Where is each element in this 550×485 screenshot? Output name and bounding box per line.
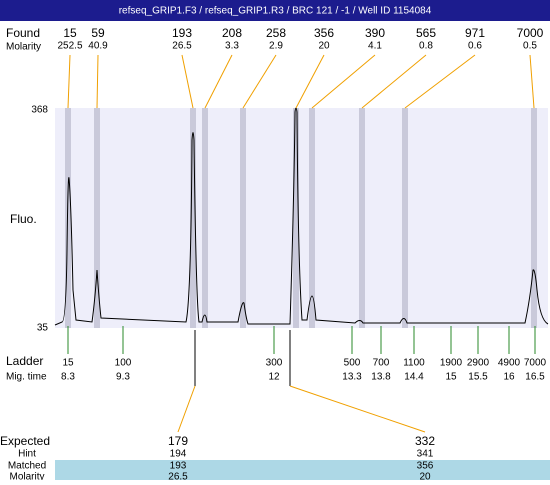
ladder-time: 15	[445, 372, 457, 383]
found-size: 258	[266, 26, 286, 40]
found-molarity: 0.6	[468, 41, 482, 52]
ladder-size: 1900	[440, 358, 463, 369]
mig-time-label: Mig. time	[6, 372, 47, 383]
peak-link	[529, 54, 535, 109]
plot-area	[55, 108, 548, 328]
found-molarity: 252.5	[57, 41, 82, 52]
expected-size: 179	[168, 434, 188, 448]
ladder-time: 13.8	[371, 372, 391, 383]
expected-size: 332	[415, 434, 435, 448]
found-molarity: 20	[318, 41, 330, 52]
peak-band	[309, 108, 315, 328]
title: refseq_GRIP1.F3 / refseq_GRIP1.R3 / BRC …	[119, 6, 432, 17]
found-label: Found	[6, 26, 40, 40]
found-size: 565	[416, 26, 436, 40]
peak-link	[295, 54, 325, 109]
hint-size: 194	[170, 449, 187, 460]
molarity-label: Molarity	[9, 472, 44, 480]
found-molarity: 4.1	[368, 41, 382, 52]
ladder-time: 16	[503, 372, 515, 383]
found-molarity: 26.5	[172, 41, 192, 52]
found-molarity: 3.3	[225, 41, 239, 52]
peak-band	[202, 108, 208, 328]
found-molarity: 0.8	[419, 41, 433, 52]
found-molarity: 0.5	[523, 41, 537, 52]
peak-band	[531, 108, 537, 328]
y-bottom-label: 35	[37, 323, 49, 334]
found-size: 193	[172, 26, 192, 40]
peak-link	[181, 54, 194, 109]
peak-link	[67, 54, 71, 109]
ladder-size: 700	[373, 358, 390, 369]
ladder-size: 300	[266, 358, 283, 369]
peak-band	[94, 108, 100, 328]
peak-band	[293, 108, 299, 328]
found-molarity: 2.9	[269, 41, 283, 52]
ladder-size: 15	[62, 358, 74, 369]
found-size: 971	[465, 26, 485, 40]
ladder-size: 7000	[524, 358, 547, 369]
ladder-time: 8.3	[61, 372, 75, 383]
hint-label: Hint	[18, 449, 36, 460]
matched-band	[55, 460, 550, 480]
peak-band	[190, 108, 196, 328]
found-size: 7000	[517, 26, 544, 40]
peak-link	[361, 54, 427, 109]
peak-band	[65, 108, 71, 328]
ladder-time: 12	[268, 372, 280, 383]
ladder-time: 13.3	[342, 372, 362, 383]
found-molarity-label: Molarity	[6, 42, 41, 53]
matched-size: 193	[170, 461, 187, 472]
matched-molarity: 20	[419, 472, 431, 480]
matched-molarity: 26.5	[168, 472, 188, 480]
matched-label: Matched	[8, 461, 46, 472]
trace	[54, 107, 549, 326]
ladder-size: 4900	[498, 358, 521, 369]
ladder-size: 2900	[467, 358, 490, 369]
ladder-size: 100	[115, 358, 132, 369]
ladder-time: 15.5	[468, 372, 488, 383]
expected-label: Expected	[0, 434, 50, 448]
y-axis-label: Fluo.	[10, 212, 37, 226]
peak-link	[242, 54, 277, 109]
peak-band	[359, 108, 365, 328]
ladder-size: 1100	[403, 358, 425, 369]
y-top-label: 368	[31, 105, 48, 116]
ladder-time: 9.3	[116, 372, 130, 383]
ladder-time: 14.4	[404, 372, 424, 383]
peak-link	[204, 54, 233, 109]
peak-band	[240, 108, 246, 328]
peak-band	[402, 108, 408, 328]
peak-link	[404, 54, 476, 109]
title-bar	[0, 0, 550, 21]
found-size: 59	[91, 26, 105, 40]
ladder-label: Ladder	[6, 354, 43, 368]
link-line	[289, 385, 426, 433]
ladder-size: 500	[344, 358, 361, 369]
link-line	[177, 385, 196, 433]
found-molarity: 40.9	[88, 41, 108, 52]
hint-size: 341	[417, 449, 434, 460]
ladder-time: 16.5	[525, 372, 545, 383]
matched-size: 356	[417, 461, 434, 472]
peak-link	[311, 54, 376, 109]
found-size: 208	[222, 26, 242, 40]
found-size: 356	[314, 26, 334, 40]
peak-link	[96, 54, 99, 109]
found-size: 15	[63, 26, 77, 40]
found-size: 390	[365, 26, 385, 40]
